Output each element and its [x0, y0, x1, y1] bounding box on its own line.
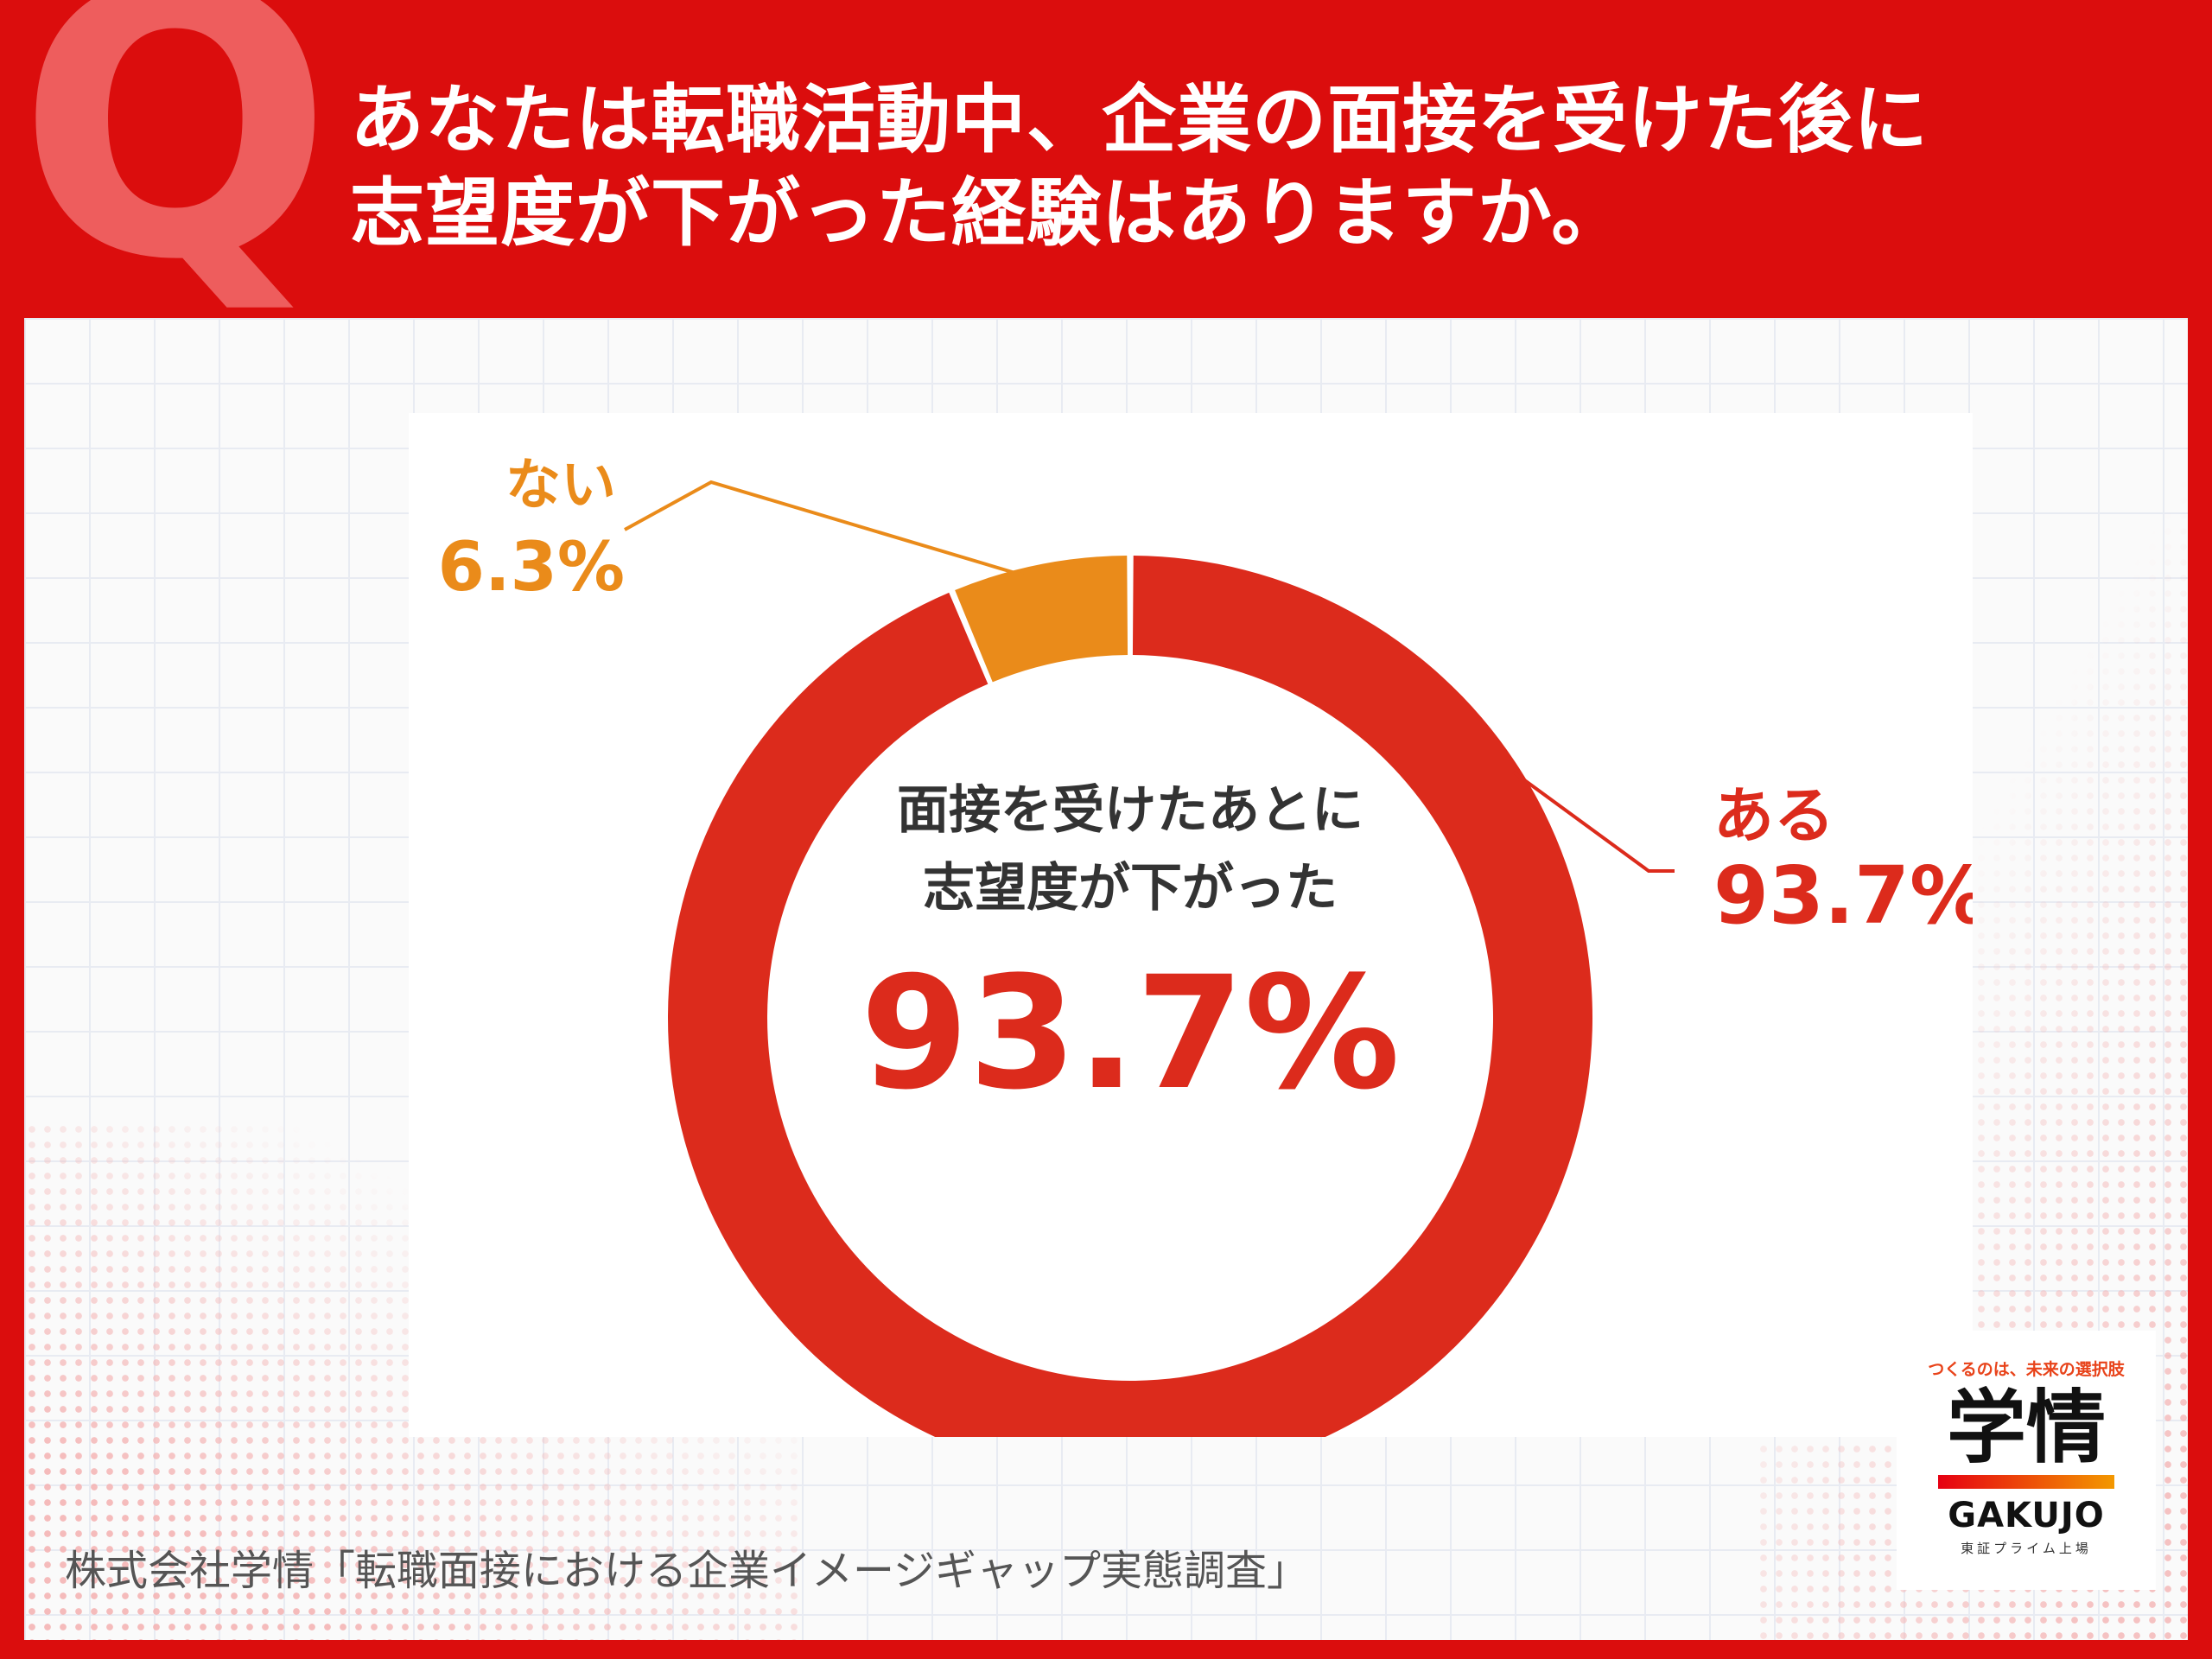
- q-mark: Q: [17, 0, 334, 341]
- slice-label-0: ある: [1713, 780, 1834, 851]
- slice-value-1: 6.3%: [438, 529, 625, 607]
- slice-value-0: 93.7%: [1713, 849, 1973, 942]
- question-line-2: 志望度が下がった経験はありますか。: [350, 170, 1627, 257]
- question-title: あなたは転職活動中、企業の面接を受けた後に 志望度が下がった経験はありますか。: [350, 73, 1929, 260]
- leader-line-1: [624, 480, 1024, 577]
- logo-bar: [1938, 1475, 2114, 1489]
- chart-card: ある 93.7% ない 6.3% 面接を受けたあとに 志望度が下がった 93.7%: [409, 413, 1973, 1437]
- source-citation: 株式会社学情「転職面接における企業イメージギャップ実態調査」: [65, 1547, 1309, 1595]
- center-text-line-2: 志望度が下がった: [923, 858, 1338, 918]
- logo-mark: 学情: [1946, 1382, 2106, 1474]
- center-text-line-1: 面接を受けたあとに: [897, 780, 1363, 841]
- center-value: 93.7%: [861, 944, 1400, 1124]
- logo-tagline: つくるのは、未来の選択肢: [1928, 1360, 2125, 1379]
- question-line-1: あなたは転職活動中、企業の面接を受けた後に: [350, 77, 1929, 163]
- gakujo-logo: つくるのは、未来の選択肢 学情 GAKUJO 東証プライム上場: [1897, 1331, 2156, 1590]
- slice-label-1: ない: [505, 454, 616, 518]
- logo-name: GAKUJO: [1948, 1496, 2105, 1535]
- logo-subtitle: 東証プライム上場: [1961, 1541, 2092, 1556]
- donut-slice-1: [955, 556, 1128, 683]
- chart-panel: ある 93.7% ない 6.3% 面接を受けたあとに 志望度が下がった 93.7%: [24, 318, 2188, 1640]
- leader-line-0: [1512, 771, 1675, 873]
